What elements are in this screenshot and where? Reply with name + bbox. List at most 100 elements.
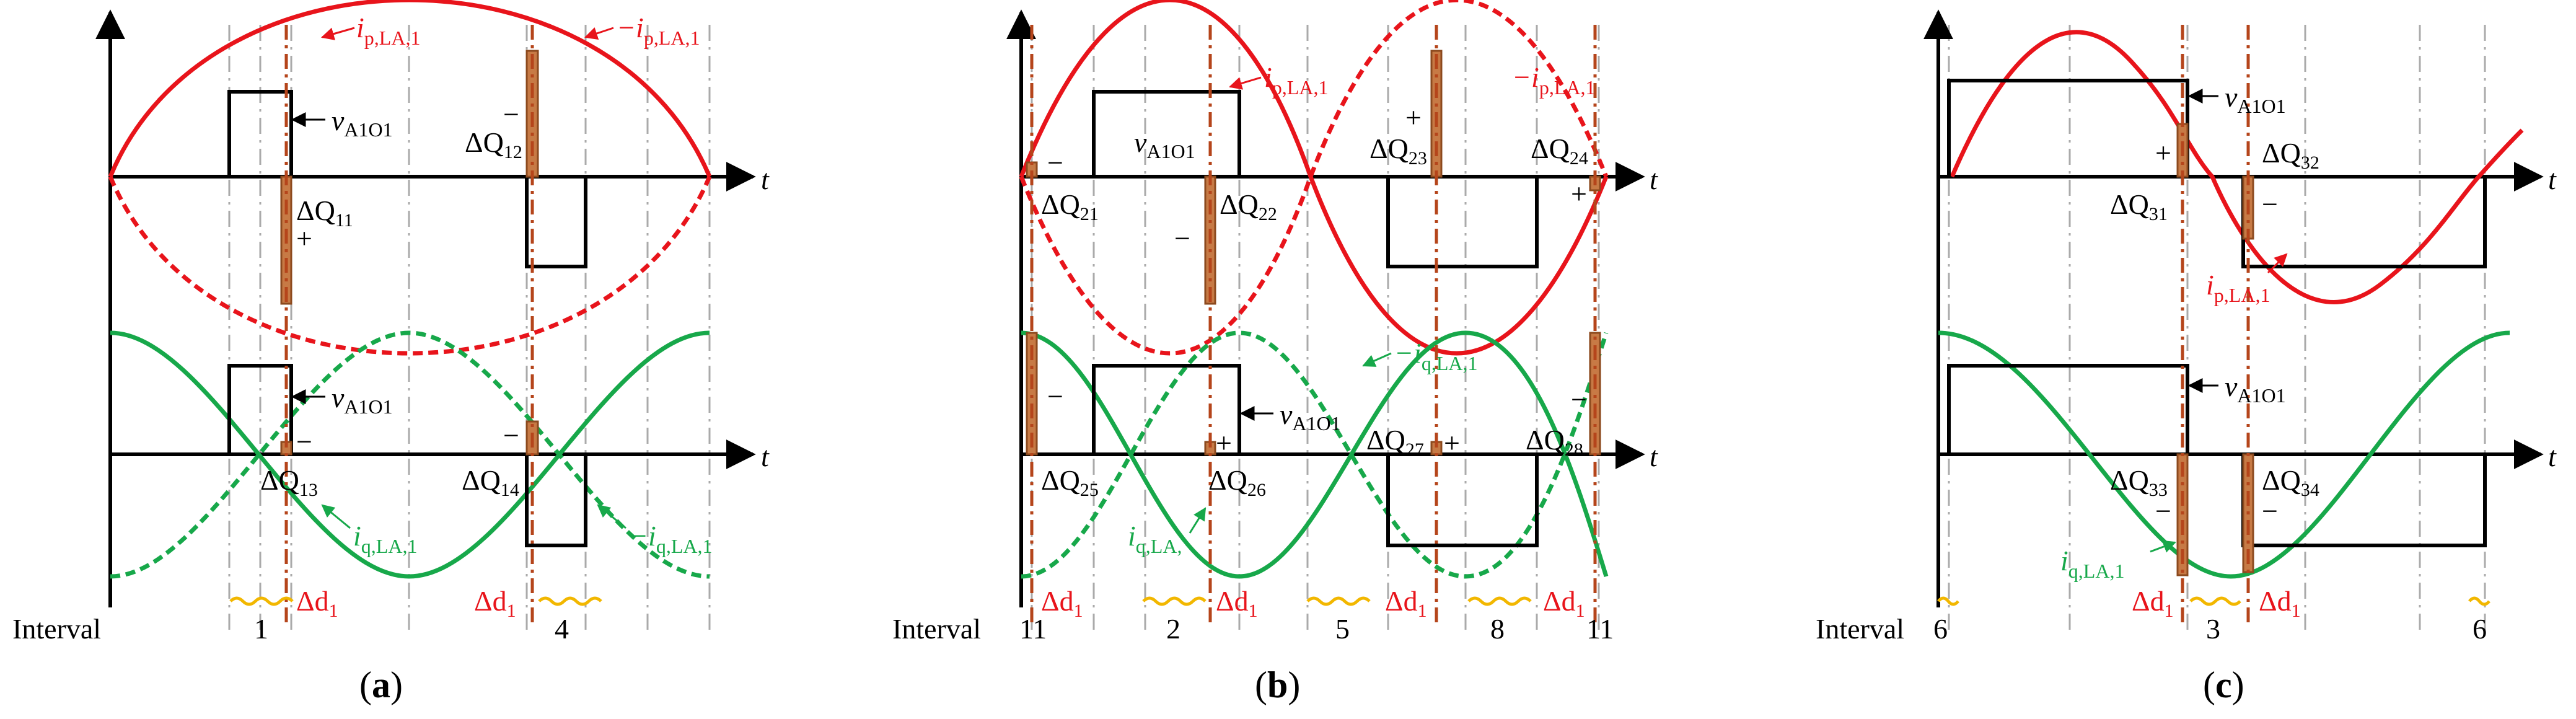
iq-neg-sub: q,LA,1 bbox=[656, 535, 713, 557]
ip-neg-sub: p,LA,1 bbox=[644, 27, 700, 49]
dd-base: Δd bbox=[1216, 585, 1249, 617]
panel-c-interval-label: Interval bbox=[1816, 613, 1904, 645]
ip-sub: p,LA,1 bbox=[2214, 284, 2270, 306]
svg-text:−ip,LA,1: −ip,LA,1 bbox=[617, 12, 700, 49]
panel-a-interval-label: Interval bbox=[12, 613, 101, 645]
panel-b-dq26-sign: + bbox=[1216, 427, 1232, 459]
panel-b-iq-short-label: iq,LA, bbox=[1128, 507, 1207, 557]
dq-sub: 26 bbox=[1247, 480, 1266, 500]
iq-neg-base: i bbox=[648, 520, 656, 552]
ip-neg-base: i bbox=[636, 12, 644, 43]
panel-b-interval-label: Interval bbox=[892, 613, 981, 645]
panel-a-iq-neg-label: −iq,LA,1 bbox=[597, 504, 713, 557]
panel-a-dq13-label: ΔQ13 bbox=[260, 464, 318, 500]
panel-b-dq28-label: ΔQ28 bbox=[1526, 424, 1583, 460]
panel-b-dq24-sign: + bbox=[1571, 178, 1587, 210]
dq-base: ΔQ bbox=[1220, 188, 1259, 220]
panel-c: Interval 6 3 6 t t vA1O1 vA1O1 + ΔQ31 ΔQ… bbox=[1816, 9, 2557, 705]
panel-b-iq-solid bbox=[1021, 330, 1609, 579]
dq-base: ΔQ bbox=[1369, 133, 1409, 164]
v-sub: A1O1 bbox=[2237, 384, 2285, 407]
panel-a-t-axis-top: t bbox=[761, 164, 770, 195]
panel-b-v-label-top: vA1O1 bbox=[1134, 126, 1195, 162]
ip-neg-sub: p,LA,1 bbox=[1539, 76, 1596, 99]
svg-text:iq,LA,1: iq,LA,1 bbox=[2060, 545, 2124, 582]
cap-letter: a bbox=[372, 664, 390, 705]
panel-a-interval-4: 4 bbox=[555, 613, 569, 645]
dd-sub: 1 bbox=[1249, 601, 1258, 621]
svg-text:−iq,LA,1: −iq,LA,1 bbox=[1394, 337, 1477, 374]
panel-c-gridlines bbox=[1948, 25, 2486, 632]
svg-text:−ip,LA,1: −ip,LA,1 bbox=[1512, 61, 1595, 99]
v-sub: A1O1 bbox=[2237, 95, 2285, 117]
ip-sub: p,LA,1 bbox=[1272, 76, 1329, 99]
dq-base: ΔQ bbox=[465, 126, 504, 158]
dq-base: ΔQ bbox=[2262, 464, 2301, 496]
dd-sub: 1 bbox=[1074, 601, 1083, 621]
panel-b-dq22-label: ΔQ22 bbox=[1220, 188, 1277, 224]
panel-c-axes bbox=[1923, 9, 2544, 607]
panel-c-ip-solid bbox=[1950, 30, 2524, 304]
svg-text:vA1O1: vA1O1 bbox=[2225, 371, 2286, 407]
dq-sub: 27 bbox=[1405, 439, 1424, 460]
dq-sub: 22 bbox=[1259, 204, 1277, 224]
dd-sub: 1 bbox=[329, 601, 338, 621]
panel-c-dq34-sign: − bbox=[2262, 495, 2278, 527]
panel-b-axes bbox=[1006, 9, 1645, 607]
panel-a-dq11-label: ΔQ11 bbox=[296, 195, 353, 231]
ip-neg-prefix: − bbox=[617, 12, 636, 43]
panel-b-dq25-label: ΔQ25 bbox=[1041, 464, 1099, 500]
panel-a-t-axis-bottom: t bbox=[761, 441, 770, 472]
cap-open: ( bbox=[1255, 664, 1267, 705]
v-sub: A1O1 bbox=[1292, 412, 1340, 434]
panel-c-t-axis-top: t bbox=[2548, 164, 2557, 195]
panel-b-dq21-label: ΔQ21 bbox=[1041, 188, 1099, 224]
panel-b-dd-label-1: Δd1 bbox=[1041, 585, 1083, 621]
panel-c-ip-label: ip,LA,1 bbox=[2206, 253, 2288, 306]
ip-base: i bbox=[2206, 269, 2214, 301]
panel-b-dq27-label: ΔQ27 bbox=[1366, 424, 1424, 460]
panel-a-dq11-sign: + bbox=[296, 223, 312, 254]
svg-text:vA1O1: vA1O1 bbox=[1134, 126, 1195, 162]
v-base: v bbox=[1134, 126, 1147, 158]
panel-b-dq23-sign: + bbox=[1405, 102, 1422, 133]
panel-b-dq22-sign: − bbox=[1174, 223, 1190, 254]
panel-b: Interval 11 2 5 8 11 t t ip,LA,1 −ip,LA,… bbox=[892, 0, 1658, 705]
panel-c-t-axis-bottom: t bbox=[2548, 441, 2557, 472]
iq-base: i bbox=[2060, 545, 2068, 576]
dq-sub: 14 bbox=[501, 480, 519, 500]
panel-b-dq26-label: ΔQ26 bbox=[1208, 464, 1266, 500]
svg-text:ip,LA,1: ip,LA,1 bbox=[2206, 269, 2270, 306]
dq-base: ΔQ bbox=[2110, 464, 2149, 496]
cap-open: ( bbox=[2203, 664, 2215, 705]
panel-b-v-label-bottom: vA1O1 bbox=[1239, 399, 1341, 434]
panel-b-ip-neg-dashed bbox=[1019, 0, 1609, 356]
panel-b-iq-label: −iq,LA,1 bbox=[1362, 337, 1477, 374]
ip-base: i bbox=[1264, 61, 1272, 93]
panel-a-dq14-label: ΔQ14 bbox=[462, 464, 519, 500]
dq-base: ΔQ bbox=[260, 464, 299, 496]
panel-a-ip-solid bbox=[108, 0, 712, 178]
dq-base: ΔQ bbox=[2110, 188, 2149, 220]
cap-close: ) bbox=[1288, 664, 1300, 705]
panel-a-interval-1: 1 bbox=[254, 613, 268, 645]
panel-a-ip-curves bbox=[108, 0, 712, 356]
svg-text:vA1O1: vA1O1 bbox=[332, 105, 393, 141]
ip-neg-prefix: − bbox=[1512, 61, 1531, 93]
panel-c-markers bbox=[2181, 25, 2250, 626]
panel-a-ip-neg-dashed bbox=[108, 175, 712, 356]
svg-text:vA1O1: vA1O1 bbox=[332, 382, 393, 418]
panel-b-dd-label-3: Δd1 bbox=[1385, 585, 1427, 621]
panel-a-dq12-label: ΔQ12 bbox=[465, 126, 522, 162]
dq-base: ΔQ bbox=[296, 195, 335, 226]
panel-b-dq24-label: ΔQ24 bbox=[1531, 133, 1588, 169]
panel-c-v-label-bottom: vA1O1 bbox=[2187, 371, 2286, 407]
dq-sub: 21 bbox=[1080, 204, 1099, 224]
iq-sub: q,LA,1 bbox=[361, 535, 418, 557]
panel-c-v-label-top: vA1O1 bbox=[2187, 81, 2286, 117]
panel-c-dq31-sign: + bbox=[2155, 137, 2171, 169]
panel-a-v-label-bottom: vA1O1 bbox=[291, 382, 393, 418]
v-sub: A1O1 bbox=[344, 118, 392, 141]
dq-sub: 23 bbox=[1409, 148, 1427, 169]
